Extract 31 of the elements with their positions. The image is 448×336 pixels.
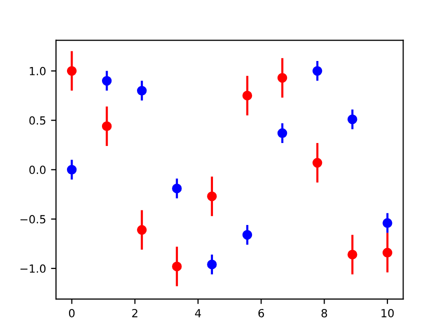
point bbox=[312, 66, 322, 76]
x-tick-label: 8 bbox=[322, 308, 328, 318]
y-tick-label: −0.5 bbox=[20, 215, 46, 224]
y-tick-label: 0.0 bbox=[29, 166, 46, 174]
point bbox=[382, 248, 392, 258]
point bbox=[277, 72, 288, 83]
point bbox=[172, 262, 182, 272]
point bbox=[348, 114, 358, 124]
point bbox=[207, 260, 217, 270]
point bbox=[312, 158, 322, 168]
point bbox=[242, 230, 252, 240]
x-tick-label: 6 bbox=[258, 308, 264, 318]
y-tick-label: −1.0 bbox=[20, 264, 46, 273]
x-tick-label: 4 bbox=[195, 309, 201, 318]
point bbox=[172, 184, 182, 194]
point bbox=[66, 66, 77, 76]
x-tick-label: 0 bbox=[68, 308, 75, 318]
point bbox=[66, 164, 77, 175]
point bbox=[136, 86, 147, 96]
point bbox=[277, 128, 288, 138]
point bbox=[382, 218, 392, 228]
point bbox=[102, 76, 112, 86]
point bbox=[102, 121, 112, 132]
point bbox=[136, 225, 147, 235]
point bbox=[207, 191, 217, 202]
point bbox=[348, 250, 358, 260]
y-tick-label: 1.0 bbox=[30, 66, 46, 76]
point bbox=[242, 90, 252, 100]
x-tick-label: 2 bbox=[132, 308, 138, 318]
x-tick-label: 10 bbox=[382, 308, 394, 318]
y-tick-label: 0.5 bbox=[29, 116, 46, 125]
